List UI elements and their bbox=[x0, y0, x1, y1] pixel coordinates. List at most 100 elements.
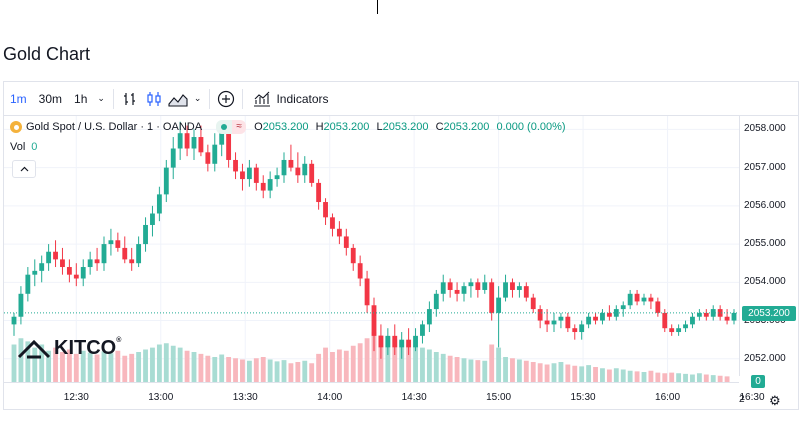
candles-chart-type-icon[interactable] bbox=[142, 82, 166, 116]
settings-gear-icon[interactable]: ⚙ bbox=[769, 393, 781, 408]
indicators-button[interactable]: Indicators bbox=[247, 91, 334, 107]
candle-body bbox=[205, 152, 211, 164]
low-value: 2053.200 bbox=[382, 121, 429, 133]
chart-toolbar: 1m 30m 1h ⌄ ⌄ Indicators bbox=[4, 82, 798, 116]
volume-bar bbox=[350, 345, 356, 382]
chart-type-dropdown-chevron-icon[interactable]: ⌄ bbox=[193, 93, 202, 103]
candle-body bbox=[198, 137, 204, 153]
volume-bar bbox=[316, 353, 322, 382]
time-tick: 13:00 bbox=[148, 392, 174, 403]
volume-bar bbox=[406, 344, 412, 382]
volume-bar bbox=[274, 361, 280, 382]
chart-pane[interactable] bbox=[4, 116, 753, 412]
candle-body bbox=[177, 133, 183, 149]
time-tick: 12:30 bbox=[63, 392, 89, 403]
collapse-legend-button[interactable] bbox=[12, 160, 36, 178]
price-axis[interactable]: 2058.000 2057.000 2056.000 2055.000 2054… bbox=[739, 116, 799, 388]
candle-body bbox=[551, 320, 557, 325]
indicators-label: Indicators bbox=[276, 91, 329, 106]
volume-bar bbox=[489, 344, 495, 382]
candle-body bbox=[620, 305, 626, 310]
candle-body bbox=[108, 240, 114, 245]
candle-body bbox=[219, 133, 225, 145]
time-axis[interactable]: 12:30 13:00 13:30 14:00 14:30 15:00 15:3… bbox=[4, 382, 765, 410]
volume-bar bbox=[586, 365, 592, 382]
candle-body bbox=[240, 171, 245, 180]
candle-body bbox=[378, 335, 384, 348]
volume-bar bbox=[253, 358, 259, 382]
candle-body bbox=[295, 167, 301, 176]
interval-1m[interactable]: 1m bbox=[10, 91, 27, 106]
current-price-label: 2053.200 bbox=[742, 305, 796, 321]
volume-bar bbox=[80, 350, 86, 382]
volume-bar bbox=[413, 345, 418, 382]
market-status-pill[interactable]: ≈ bbox=[216, 120, 247, 134]
price-tick: 2054.000 bbox=[744, 276, 786, 288]
interval-1h[interactable]: 1h bbox=[74, 91, 88, 106]
volume-bar bbox=[191, 352, 197, 382]
candle-body bbox=[371, 305, 377, 336]
candle-body bbox=[11, 316, 17, 325]
toolbar-divider bbox=[209, 88, 211, 109]
time-tick: 16:30 bbox=[739, 392, 765, 403]
candle-body bbox=[586, 316, 592, 325]
volume-bar bbox=[593, 367, 598, 382]
candle-body bbox=[233, 159, 238, 172]
candle-body bbox=[25, 274, 31, 294]
price-chart[interactable] bbox=[4, 116, 753, 412]
candle-body bbox=[676, 328, 682, 333]
price-tick: 2056.000 bbox=[744, 199, 786, 211]
candle-body bbox=[717, 309, 723, 317]
volume-bar bbox=[267, 359, 273, 382]
volume-bar bbox=[129, 353, 135, 382]
compare-add-symbol-icon[interactable] bbox=[214, 82, 238, 116]
volume-bar bbox=[399, 341, 405, 382]
volume-bar bbox=[627, 370, 633, 382]
volume-bar bbox=[551, 363, 557, 382]
candle-body bbox=[60, 259, 65, 268]
candle-body bbox=[136, 244, 142, 264]
area-chart-type-icon[interactable] bbox=[166, 82, 190, 116]
bar-chart-type-icon[interactable] bbox=[118, 82, 142, 116]
candle-body bbox=[468, 282, 474, 287]
volume-bar bbox=[420, 347, 425, 382]
candle-body bbox=[703, 312, 709, 317]
candle-body bbox=[101, 244, 107, 264]
candle-body bbox=[572, 328, 578, 333]
volume-bar bbox=[212, 357, 218, 382]
candle-body bbox=[18, 293, 24, 317]
volume-bar bbox=[371, 332, 377, 382]
volume-value: 0 bbox=[31, 141, 38, 153]
top-divider bbox=[377, 0, 378, 14]
interval-30m[interactable]: 30m bbox=[38, 91, 63, 106]
volume-bar bbox=[170, 345, 176, 382]
candle-body bbox=[606, 312, 612, 317]
volume-bar bbox=[620, 369, 626, 382]
close-key: C bbox=[435, 121, 444, 133]
volume-bar bbox=[136, 352, 142, 382]
volume-bar bbox=[523, 360, 529, 382]
price-tick: 2055.000 bbox=[744, 238, 786, 250]
candle-body bbox=[669, 328, 675, 333]
candle-body bbox=[330, 217, 335, 229]
volume-bar bbox=[724, 376, 730, 382]
candle-body bbox=[489, 282, 495, 313]
symbol-title[interactable]: Gold Spot / U.S. Dollar · 1 · OANDA bbox=[26, 121, 203, 133]
indicators-icon bbox=[254, 91, 271, 107]
volume-bar bbox=[482, 360, 488, 382]
candle-body bbox=[406, 339, 412, 348]
volume-bar bbox=[73, 353, 79, 382]
candle-body bbox=[627, 293, 633, 306]
volume-bar bbox=[433, 352, 439, 382]
candle-body bbox=[392, 335, 398, 348]
candle-body bbox=[447, 282, 453, 290]
volume-bar bbox=[18, 338, 24, 382]
volume-bar bbox=[246, 360, 252, 382]
candle-body bbox=[399, 339, 405, 348]
volume-bar bbox=[94, 354, 100, 382]
interval-dropdown-chevron-icon[interactable]: ⌄ bbox=[97, 93, 105, 103]
candle-body bbox=[32, 270, 38, 275]
volume-bar bbox=[11, 344, 17, 382]
candle-body bbox=[156, 194, 162, 214]
volume-bar bbox=[641, 372, 647, 382]
